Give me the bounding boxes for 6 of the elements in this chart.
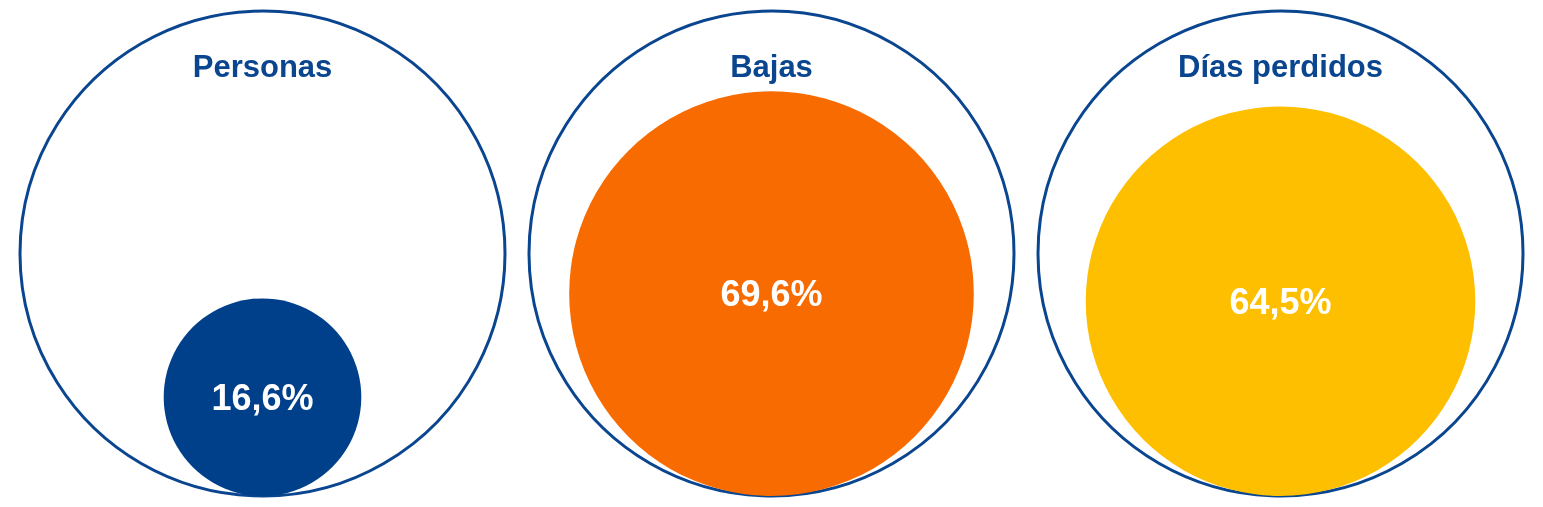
data-label: 16,6% — [211, 376, 314, 418]
category-label: Días perdidos — [1178, 48, 1383, 84]
data-label: 64,5% — [1229, 280, 1332, 322]
category-label: Bajas — [730, 48, 813, 84]
category-label: Personas — [192, 48, 333, 84]
data-label: 69,6% — [720, 273, 823, 315]
